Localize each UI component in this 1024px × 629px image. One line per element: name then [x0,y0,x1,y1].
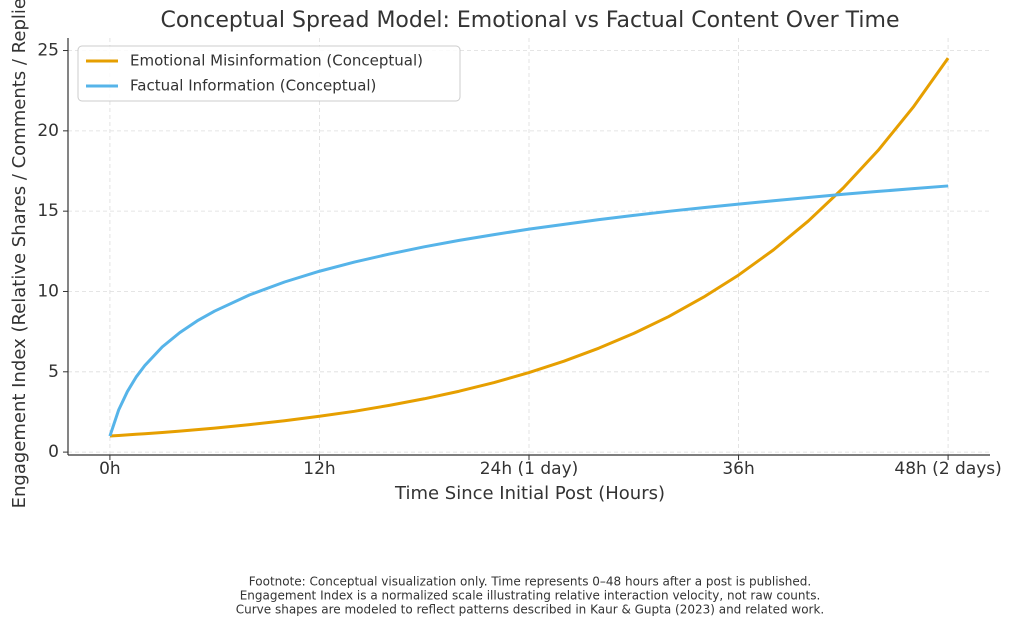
data-line [108,184,949,437]
x-tick-label: 24h (1 day) [480,459,579,479]
y-tick-label: 10 [37,281,59,301]
x-axis-label: Time Since Initial Post (Hours) [394,483,665,504]
y-tick-label: 0 [48,442,59,462]
y-tick-label: 5 [48,362,59,382]
y-tick-label: 15 [37,201,59,221]
footnote: Footnote: Conceptual visualization only.… [249,575,811,589]
chart-title: Conceptual Spread Model: Emotional vs Fa… [160,8,899,33]
data-line [109,57,950,438]
x-tick-label: 0h [99,459,121,479]
legend-label: Factual Information (Conceptual) [130,77,376,95]
x-tick-label: 12h [303,459,335,479]
x-tick-label: 36h [722,459,754,479]
footnote: Engagement Index is a normalized scale i… [240,589,821,603]
y-tick-label: 20 [37,121,59,141]
x-tick-label: 48h (2 days) [894,459,1001,479]
y-axis-label: Engagement Index (Relative Shares / Comm… [9,0,30,508]
footnote: Curve shapes are modeled to reflect patt… [236,603,824,617]
legend-box [77,45,461,102]
y-tick-label: 25 [37,41,59,61]
legend-label: Emotional Misinformation (Conceptual) [130,52,423,70]
